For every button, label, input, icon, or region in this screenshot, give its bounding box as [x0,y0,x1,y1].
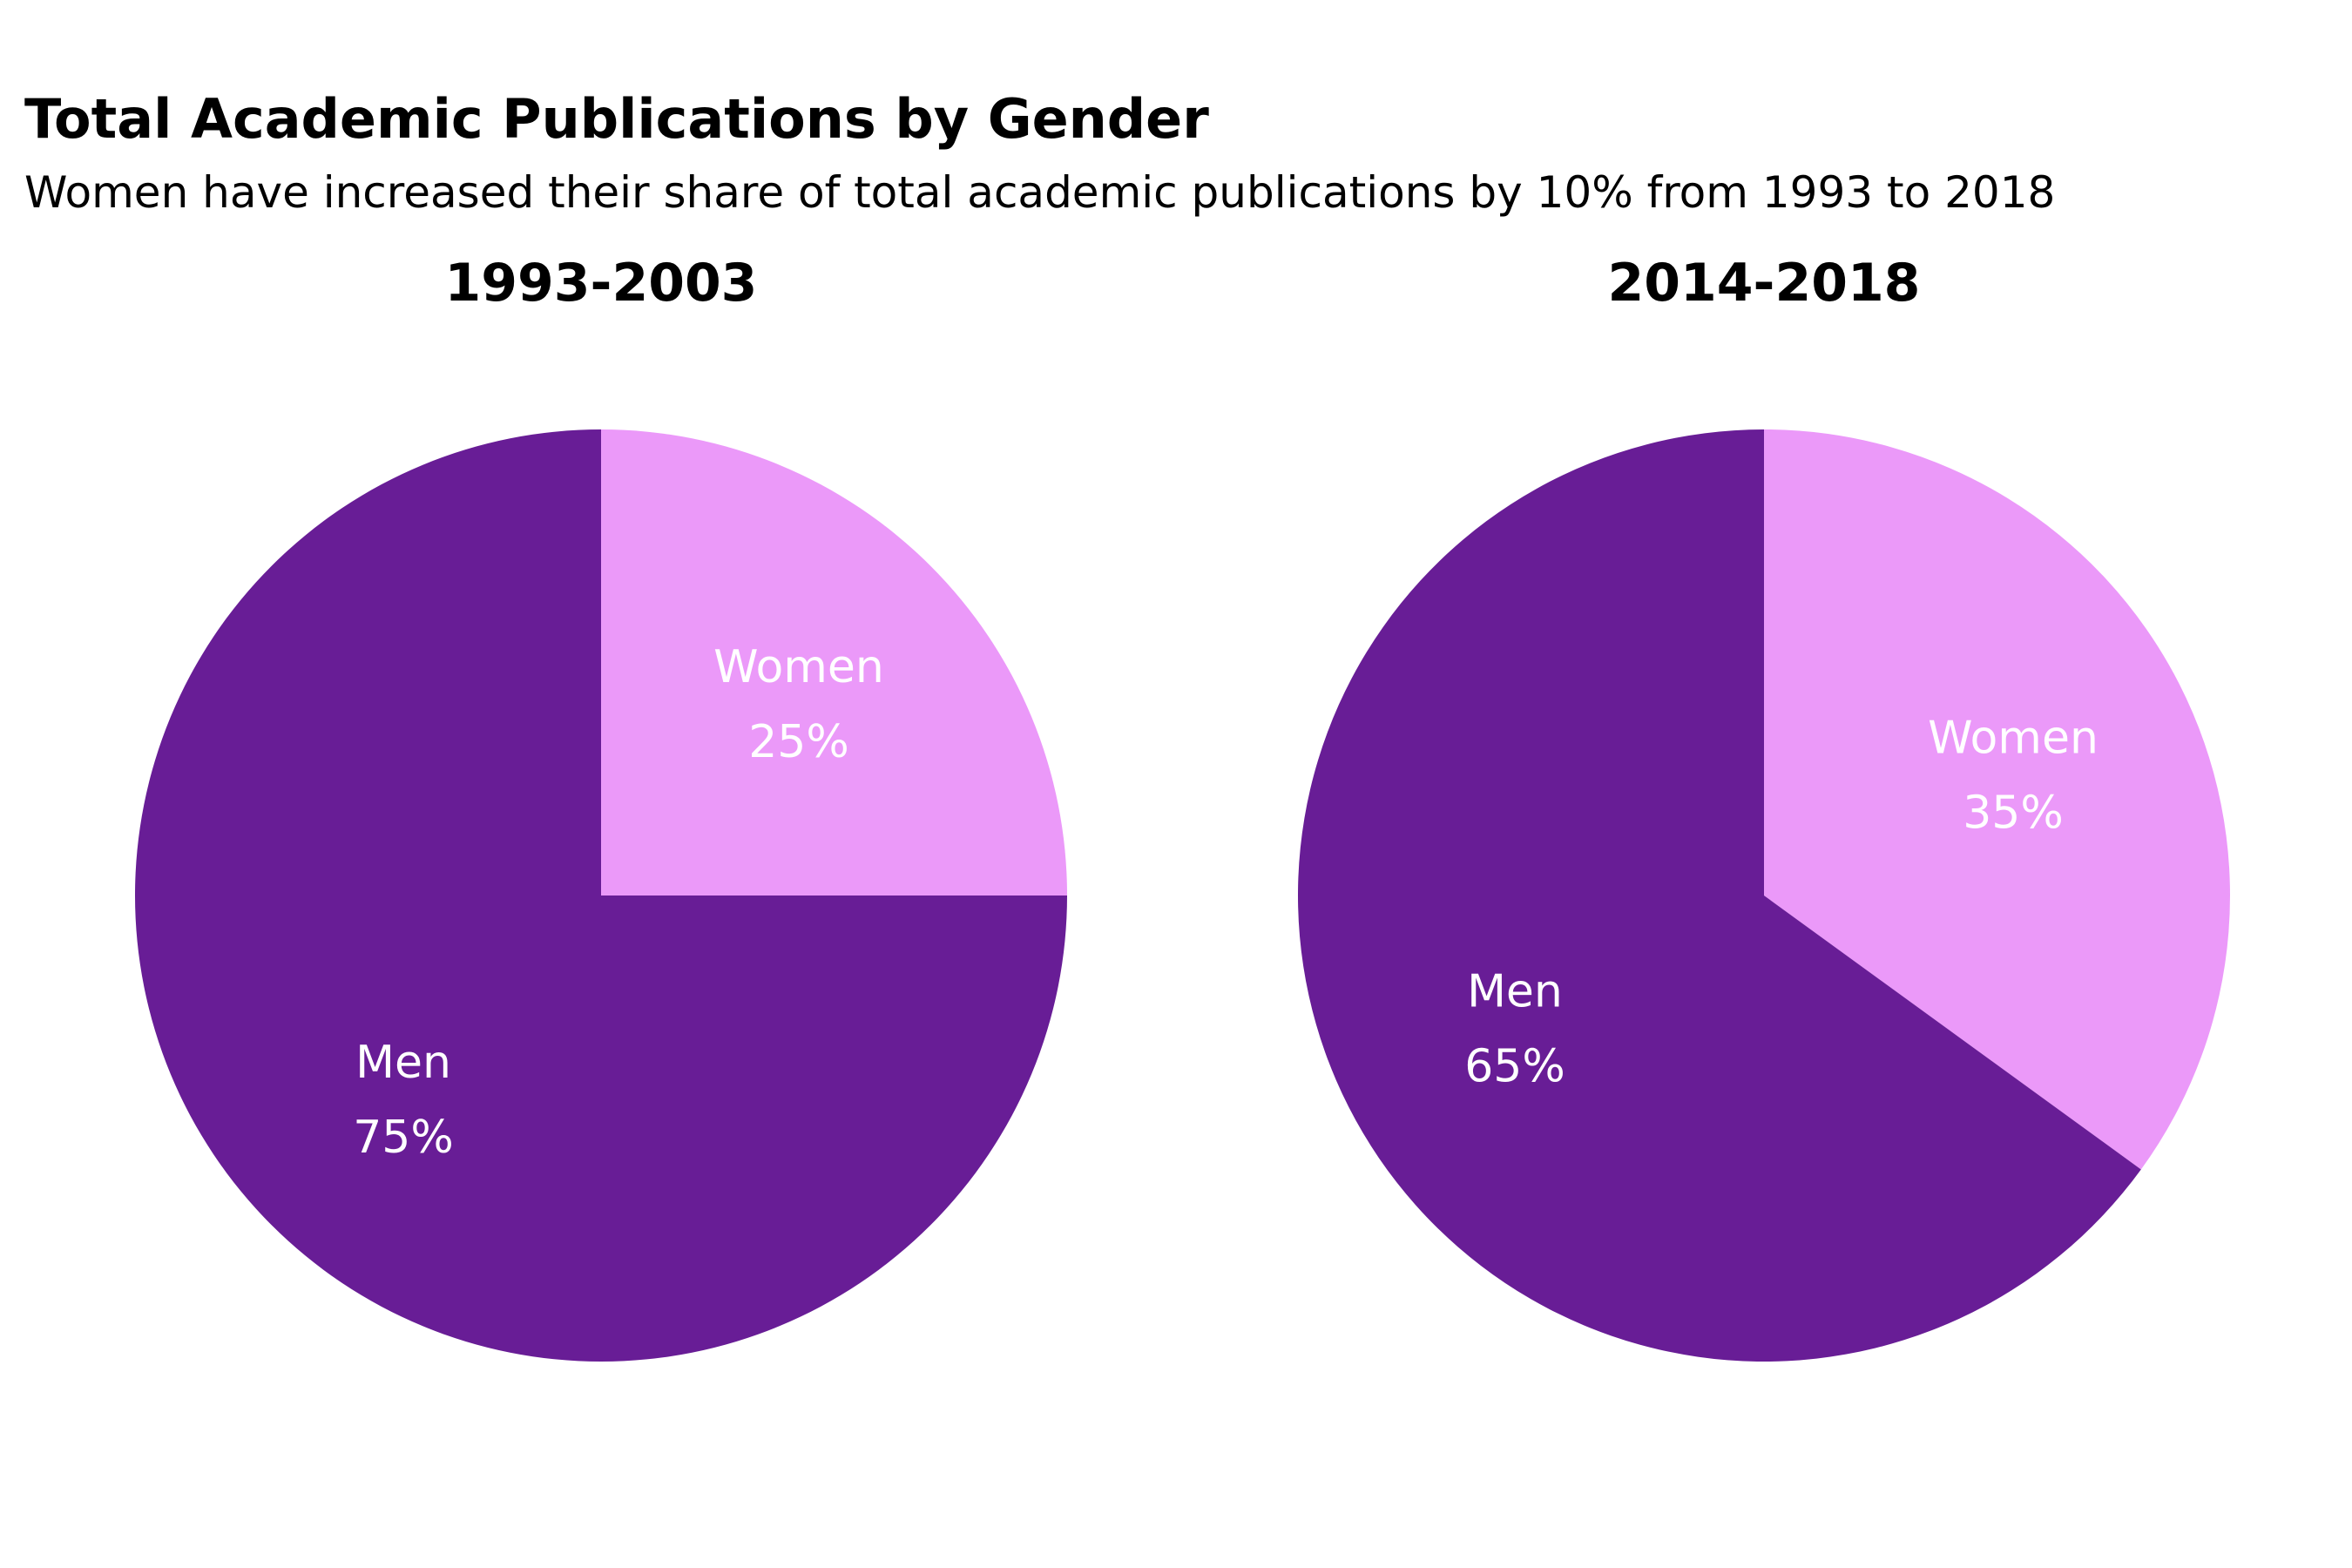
chart-subtitle: Women have increased their share of tota… [24,167,2055,218]
slice-label-men: Men [1467,966,1563,1018]
pie-2014-2018: Women 35% Men 65% [1297,429,2230,1362]
pie-slice-women [601,429,1067,896]
pie-title-1993-2003: 1993-2003 [445,253,758,314]
slice-label-men: Men [355,1037,451,1089]
slice-value-men: 65% [1464,1041,1565,1093]
slice-value-women: 35% [1963,787,2064,839]
pie-1993-2003: Women 25% Men 75% [135,429,1067,1362]
chart-title: Total Academic Publications by Gender [24,87,1209,151]
slice-label-women: Women [1928,712,2099,764]
pie-slice-men [1297,429,2141,1362]
pie-title-2014-2018: 2014-2018 [1608,253,1921,314]
slice-label-women: Women [713,641,884,693]
slice-value-women: 25% [748,716,849,768]
pie-slice-men [135,429,1067,1362]
slice-value-men: 75% [353,1112,454,1164]
pie-slice-women [1764,429,2230,1170]
